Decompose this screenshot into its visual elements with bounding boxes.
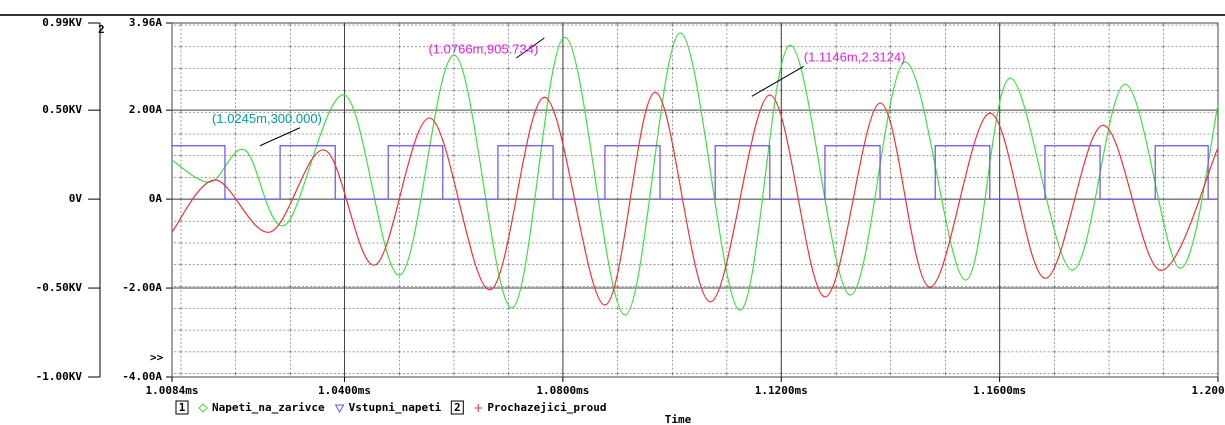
y-tick-label: 0.50KV	[42, 103, 82, 116]
y2-axis-id: 2	[98, 23, 105, 36]
y2-tick-label: 0A	[149, 192, 163, 205]
y2-tick-label: 2.00A	[129, 103, 162, 116]
legend-id-box	[450, 400, 464, 415]
legend-label: Napeti_na_zarivce	[212, 401, 325, 414]
annotation-leader	[516, 37, 545, 59]
y2-tick-label: -2.00A	[122, 281, 162, 294]
y2-tick-label: -4.00A	[122, 370, 162, 383]
overflow-marker: >>	[150, 351, 164, 364]
x-axis-label: Time	[665, 413, 692, 425]
legend-id: 2	[454, 401, 461, 414]
x-tick-label: 1.1200ms	[755, 384, 808, 397]
y-tick-label: 0V	[69, 192, 83, 205]
x-tick-label: 1.0084ms	[146, 384, 199, 397]
x-tick-label: 1.2000ms	[1192, 384, 1225, 397]
x-tick-label: 1.0400ms	[318, 384, 371, 397]
legend-label: Prochazejici_proud	[487, 401, 606, 414]
annotation-leader	[259, 127, 301, 147]
y-tick-label: 0.99KV	[42, 16, 82, 29]
legend-id-box	[175, 400, 189, 415]
annotation-label: (1.1146m,2.3124)	[804, 50, 906, 65]
annotation-label: (1.0766m,905.734)	[428, 41, 538, 56]
y-tick-label: -1.00KV	[36, 370, 83, 383]
legend-symbol	[198, 403, 208, 413]
x-tick-label: 1.1600ms	[973, 384, 1026, 397]
annotation-leader	[751, 65, 805, 97]
legend-symbol	[474, 404, 483, 412]
legend-label: Vstupni_napeti	[349, 401, 442, 414]
y2-tick-label: 3.96A	[129, 16, 162, 29]
series-line	[171, 32, 1219, 316]
x-tick-label: 1.0800ms	[536, 384, 589, 397]
series-line	[172, 145, 1218, 200]
series-line	[171, 91, 1219, 306]
legend-id: 1	[179, 401, 186, 414]
annotation-label: (1.0245m,300.000)	[212, 111, 322, 126]
legend-symbol	[334, 404, 345, 414]
y-tick-label: -0.50KV	[36, 281, 83, 294]
